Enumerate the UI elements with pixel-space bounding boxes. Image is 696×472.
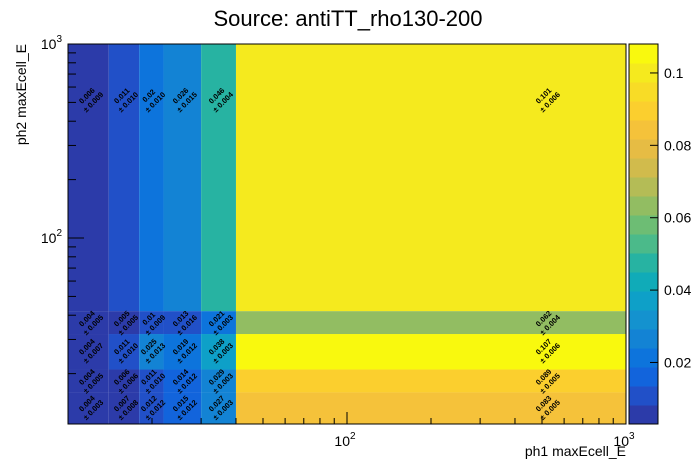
cell <box>163 311 202 335</box>
cell <box>201 44 236 312</box>
color-band <box>629 386 658 406</box>
tick-base: 10 <box>334 433 350 449</box>
color-band <box>629 234 658 254</box>
cell <box>201 311 236 335</box>
x-axis-title: ph1 maxEcell_E <box>525 443 626 459</box>
cell <box>139 334 164 370</box>
tick-base: 10 <box>41 36 57 52</box>
cell <box>108 334 140 370</box>
tick-exponent: 2 <box>350 431 356 442</box>
cell <box>68 44 109 312</box>
cell <box>163 44 202 312</box>
tick-base: 10 <box>613 433 629 449</box>
cell <box>139 369 164 393</box>
color-band <box>629 310 658 330</box>
color-band <box>629 291 658 311</box>
color-band <box>629 348 658 368</box>
cell <box>163 334 202 370</box>
tick-label: 103 <box>613 431 635 449</box>
color-band <box>629 215 658 235</box>
color-band <box>629 101 658 121</box>
y-axis-title: ph2 maxEcell_E <box>13 44 29 145</box>
tick-label: 103 <box>41 34 63 52</box>
color-band <box>629 405 658 425</box>
cell <box>163 369 202 393</box>
cell <box>235 311 626 335</box>
cell <box>68 392 109 424</box>
color-band <box>629 82 658 102</box>
cell <box>139 44 164 312</box>
z-tick-label: 0.02 <box>664 354 691 370</box>
color-bar-frame <box>628 43 659 425</box>
color-band <box>629 139 658 159</box>
cell <box>139 311 164 335</box>
tick-label: 102 <box>334 431 356 449</box>
color-band <box>629 63 658 83</box>
color-band <box>629 329 658 349</box>
z-tick-label: 0.1 <box>664 65 684 81</box>
cell <box>108 44 140 312</box>
z-tick-label: 0.04 <box>664 282 691 298</box>
cell <box>163 392 202 424</box>
z-tick-label: 0.06 <box>664 210 691 226</box>
cell <box>235 44 626 312</box>
cell <box>68 369 109 393</box>
color-band <box>629 253 658 273</box>
color-band <box>629 196 658 216</box>
color-band <box>629 120 658 140</box>
chart-title: Source: antiTT_rho130-200 <box>213 6 482 31</box>
color-band <box>629 367 658 387</box>
cell <box>108 392 140 424</box>
color-bar: 0.02 0.04 0.06 0.08 0.1 <box>628 43 691 425</box>
cell <box>235 334 626 370</box>
tick-label: 102 <box>41 228 63 246</box>
color-band <box>629 177 658 197</box>
cell <box>108 311 140 335</box>
color-band <box>629 44 658 64</box>
cell <box>201 334 236 370</box>
cell <box>68 311 109 335</box>
cells <box>68 44 626 424</box>
cell <box>108 369 140 393</box>
tick-exponent: 3 <box>629 431 635 442</box>
tick-base: 10 <box>41 230 57 246</box>
color-band <box>629 158 658 178</box>
tick-exponent: 2 <box>56 228 62 239</box>
color-band <box>629 272 658 292</box>
cell <box>139 392 164 424</box>
cell <box>201 392 236 424</box>
tick-exponent: 3 <box>56 34 62 45</box>
z-tick-label: 0.08 <box>664 137 691 153</box>
cell <box>235 369 626 393</box>
cell <box>201 369 236 393</box>
